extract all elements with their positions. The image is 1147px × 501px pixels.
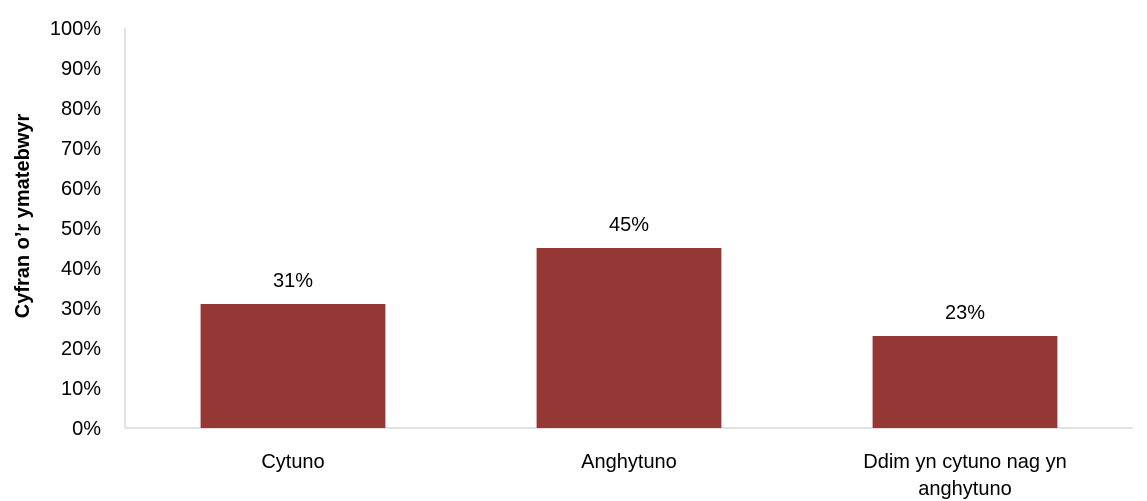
y-tick-label: 100%	[50, 18, 101, 40]
y-tick-label: 20%	[61, 338, 101, 360]
y-tick-label: 40%	[61, 258, 101, 280]
x-tick-label: Cytuno	[261, 451, 324, 473]
y-tick-label: 60%	[61, 178, 101, 200]
y-tick-label: 0%	[72, 418, 101, 440]
y-tick-label: 70%	[61, 138, 101, 160]
bar	[873, 336, 1058, 428]
y-tick-label: 10%	[61, 378, 101, 400]
bar	[201, 304, 386, 428]
y-axis: 0% 10% 20% 30% 40% 50% 60% 70% 80% 90% 100%	[50, 18, 125, 440]
data-label: 45%	[609, 214, 649, 236]
y-tick-label: 30%	[61, 298, 101, 320]
data-label: 31%	[273, 270, 313, 292]
y-axis-title: Cyfran o’r ymatebwyr	[12, 114, 34, 319]
y-tick-label: 90%	[61, 58, 101, 80]
y-tick-label: 50%	[61, 218, 101, 240]
x-tick-label: Anghytuno	[581, 451, 677, 473]
x-tick-label: Ddim yn cytuno nag yn anghytuno	[863, 451, 1066, 500]
x-axis: Cytuno Anghytuno Ddim yn cytuno nag yn angh…	[125, 428, 1133, 500]
y-tick-label: 80%	[61, 98, 101, 120]
data-label: 23%	[945, 302, 985, 324]
bars	[201, 248, 1058, 428]
bar	[537, 248, 722, 428]
